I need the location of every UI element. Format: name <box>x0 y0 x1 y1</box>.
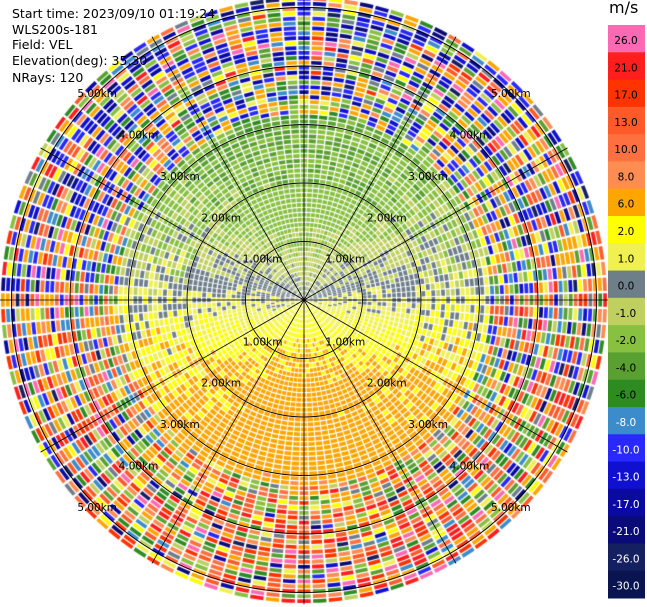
colorbar-tick-label: 26.0 <box>614 35 637 47</box>
colorbar-tick-label: -8.0 <box>616 417 637 429</box>
colorbar-tick-label: -1.0 <box>616 308 637 320</box>
azimuth-spoke <box>40 147 305 301</box>
azimuth-spoke <box>151 36 305 301</box>
colorbar-swatch <box>608 570 645 599</box>
colorbar-swatch <box>608 188 645 217</box>
field-label: Field: VEL <box>12 37 73 52</box>
colorbar-swatch <box>608 543 645 572</box>
colorbar-tick-label: -2.0 <box>616 335 637 347</box>
colorbar-swatch <box>608 79 645 108</box>
range-ring-label: 3.00km <box>160 171 200 183</box>
colorbar-swatch <box>608 134 645 162</box>
colorbar-swatch <box>608 325 645 353</box>
range-ring-label: 5.00km <box>491 88 531 100</box>
start-time-label: Start time: 2023/09/10 01:19:24 <box>12 6 216 21</box>
colorbar-unit-label: m/s <box>609 0 639 17</box>
range-ring-label: 5.00km <box>491 502 531 514</box>
range-ring-labels: 1.00km 1.00km 1.00km 1.00km 2.00km 2.00km 2.00… <box>77 88 530 514</box>
colorbar-tick-label: -6.0 <box>616 390 637 402</box>
colorbar-swatch <box>608 161 645 190</box>
colorbar-tick-label: -21.0 <box>612 526 639 538</box>
colorbar-swatch <box>608 106 645 135</box>
range-ring-label: 2.00km <box>201 212 241 224</box>
azimuth-spoke <box>40 299 305 453</box>
colorbar-tick-label: -10.0 <box>612 444 639 456</box>
nrays-label: NRays: 120 <box>12 70 84 85</box>
range-ring-label: 3.00km <box>408 171 448 183</box>
range-ring-label: 4.00km <box>450 130 490 142</box>
range-ring-label: 1.00km <box>243 254 283 266</box>
colorbar-swatch <box>608 461 645 490</box>
range-ring-label: 4.00km <box>119 460 159 472</box>
colorbar-tick-label: 10.0 <box>614 144 637 156</box>
colorbar-swatch <box>608 434 645 463</box>
range-ring-label: 3.00km <box>160 419 200 431</box>
colorbar-tick-label: 21.0 <box>614 62 637 74</box>
range-ring-label: 4.00km <box>450 460 490 472</box>
colorbar-swatch <box>608 407 645 435</box>
elevation-label: Elevation(deg): 35.30 <box>12 53 148 68</box>
colorbar-swatch <box>608 52 645 81</box>
colorbar-tick-label: 6.0 <box>618 199 635 211</box>
colorbar-swatch <box>608 379 645 408</box>
colorbar-tick-label: 8.0 <box>618 171 635 183</box>
colorbar-tick-label: 2.0 <box>618 226 635 238</box>
colorbar-tick-label: 1.0 <box>618 253 635 265</box>
colorbar-tick-label: -30.0 <box>612 581 639 593</box>
range-ring-label: 1.00km <box>326 254 366 266</box>
colorbar-swatch <box>608 270 645 299</box>
colorbar-swatch <box>608 243 645 272</box>
colorbar-tick-label: 0.0 <box>618 281 635 293</box>
range-ring-label: 2.00km <box>201 378 241 390</box>
range-ring-label: 4.00km <box>119 130 159 142</box>
colorbar-tick-label: 17.0 <box>614 90 637 102</box>
range-ring-label: 2.00km <box>367 212 407 224</box>
range-ring-label: 5.00km <box>77 88 117 100</box>
range-ring-label: 3.00km <box>408 419 448 431</box>
range-ring-label: 2.00km <box>367 378 407 390</box>
colorbar-tick-label: -4.0 <box>616 362 637 374</box>
azimuth-spoke <box>303 147 568 301</box>
colorbar-swatch <box>608 297 645 326</box>
colorbar-swatch <box>608 25 645 53</box>
range-ring-label: 5.00km <box>77 502 117 514</box>
azimuth-spoke <box>151 299 305 564</box>
azimuth-spoke <box>303 299 568 453</box>
azimuth-spoke <box>303 299 457 564</box>
range-ring-label: 1.00km <box>243 336 283 348</box>
colorbar-swatch <box>608 488 645 517</box>
colorbar: 26.0 21.0 17.0 13.0 10.0 8.0 6.0 2.0 1.0 0.0 -1.0 -… <box>608 25 645 599</box>
colorbar-swatch <box>608 216 645 244</box>
colorbar-swatch <box>608 516 645 544</box>
colorbar-swatch <box>608 352 645 381</box>
azimuth-spokes <box>0 0 609 605</box>
azimuth-spoke <box>303 36 457 301</box>
colorbar-tick-label: -26.0 <box>612 553 639 565</box>
range-ring-label: 1.00km <box>326 336 366 348</box>
colorbar-tick-label: -13.0 <box>612 472 639 484</box>
colorbar-tick-label: -17.0 <box>612 499 639 511</box>
instrument-label: WLS200s-181 <box>12 22 98 37</box>
colorbar-tick-label: 13.0 <box>614 117 637 129</box>
